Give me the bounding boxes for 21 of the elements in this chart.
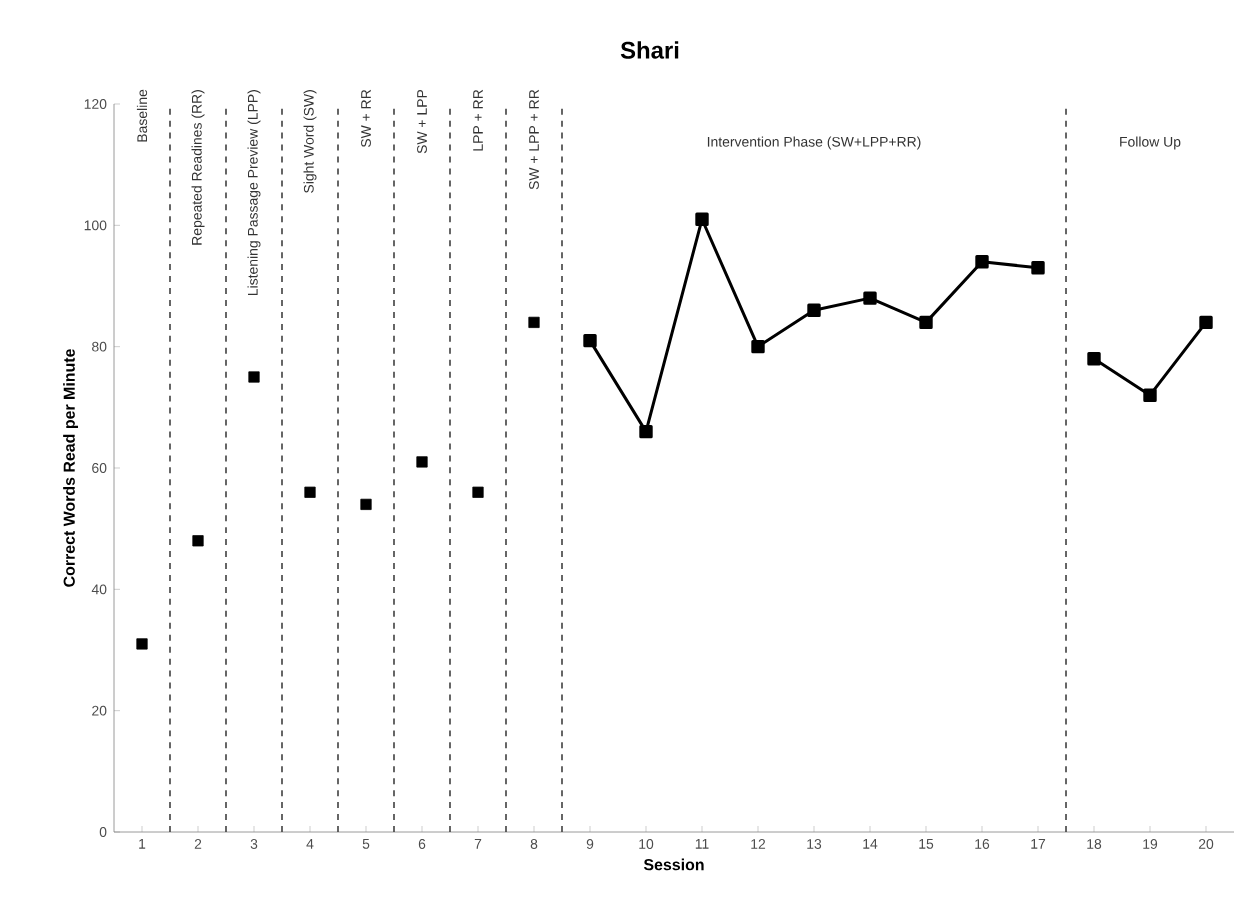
point [416,456,428,468]
point [136,638,148,650]
point [248,371,260,383]
point [360,498,372,510]
chart-title: Shari [620,41,679,59]
point [304,486,316,498]
point [807,303,821,317]
point [863,291,877,305]
point [192,535,204,547]
point [751,339,765,354]
point [1031,261,1045,275]
point [695,212,709,226]
point [472,486,484,498]
point [583,333,597,348]
point [919,315,933,330]
point [1087,352,1101,366]
point [639,424,653,439]
point [975,255,989,269]
point [528,316,540,328]
point [1143,388,1157,402]
point [1199,315,1213,330]
